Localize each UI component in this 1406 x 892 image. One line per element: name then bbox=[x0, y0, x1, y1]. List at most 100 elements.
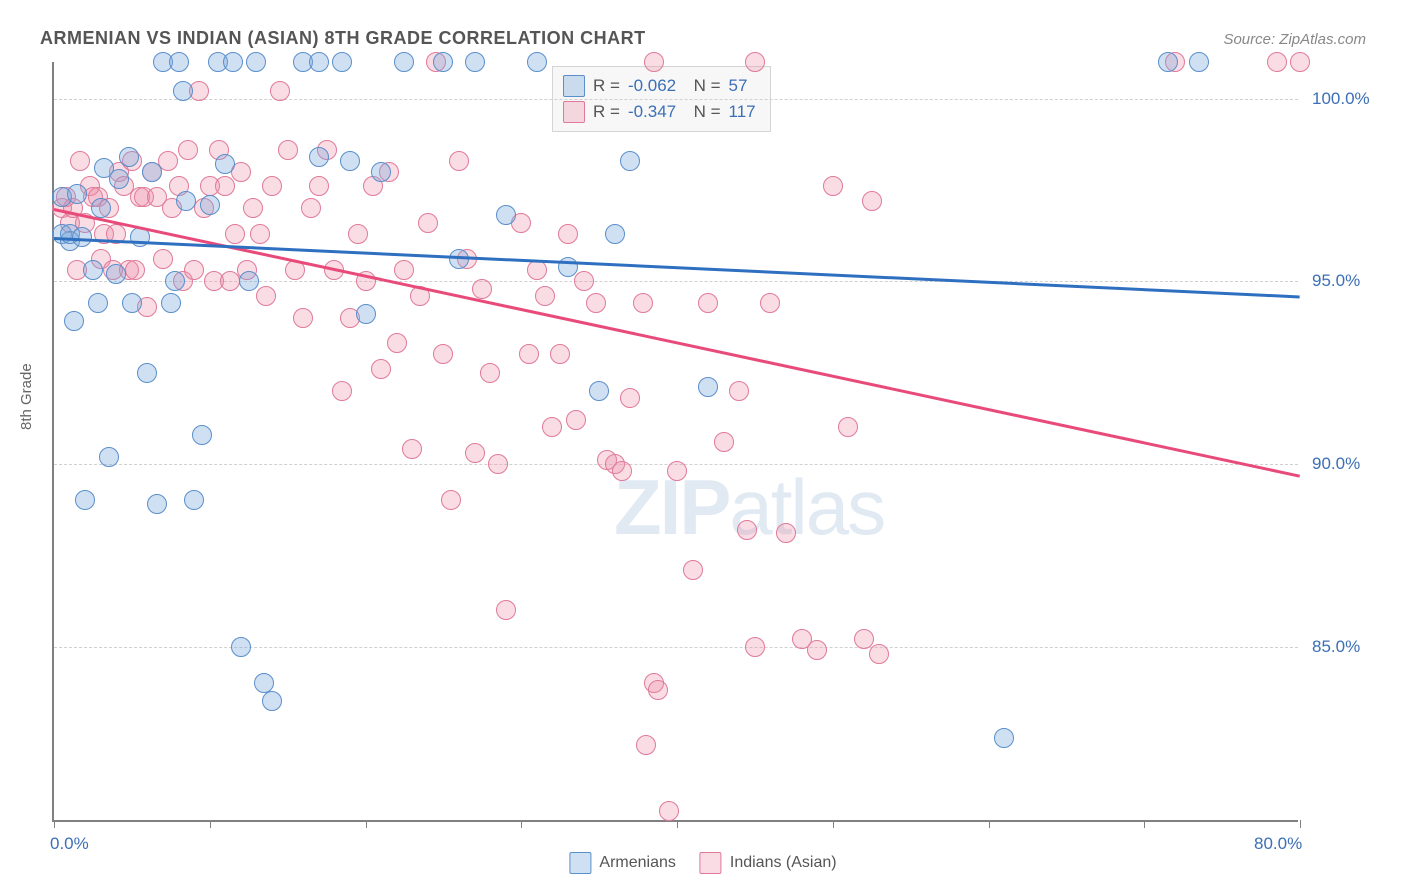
scatter-point bbox=[178, 140, 198, 160]
scatter-point bbox=[119, 147, 139, 167]
scatter-point bbox=[1267, 52, 1287, 72]
y-tick-label: 85.0% bbox=[1312, 637, 1360, 657]
legend-swatch-icon bbox=[700, 852, 722, 874]
scatter-point bbox=[394, 260, 414, 280]
series-legend: Armenians Indians (Asian) bbox=[569, 852, 836, 874]
scatter-point bbox=[714, 432, 734, 452]
scatter-point bbox=[246, 52, 266, 72]
scatter-point bbox=[1290, 52, 1310, 72]
scatter-point bbox=[371, 359, 391, 379]
scatter-point bbox=[698, 377, 718, 397]
scatter-point bbox=[332, 52, 352, 72]
scatter-point bbox=[620, 151, 640, 171]
legend-item-indians: Indians (Asian) bbox=[700, 852, 837, 874]
x-tick bbox=[1300, 820, 1301, 828]
scatter-point bbox=[465, 52, 485, 72]
scatter-point bbox=[262, 691, 282, 711]
scatter-point bbox=[433, 52, 453, 72]
scatter-point bbox=[854, 629, 874, 649]
scatter-point bbox=[256, 286, 276, 306]
scatter-point bbox=[465, 443, 485, 463]
scatter-point bbox=[605, 224, 625, 244]
x-tick bbox=[366, 820, 367, 828]
scatter-point bbox=[67, 184, 87, 204]
title-row: ARMENIAN VS INDIAN (ASIAN) 8TH GRADE COR… bbox=[40, 28, 1366, 49]
x-axis-label-right: 80.0% bbox=[1254, 834, 1302, 854]
trend-line-indians bbox=[54, 208, 1301, 477]
scatter-point bbox=[558, 224, 578, 244]
legend-n-label: N = bbox=[684, 102, 720, 122]
scatter-point bbox=[348, 224, 368, 244]
scatter-point bbox=[558, 257, 578, 277]
y-tick-label: 95.0% bbox=[1312, 271, 1360, 291]
scatter-point bbox=[869, 644, 889, 664]
legend-item-armenians: Armenians bbox=[569, 852, 675, 874]
legend-n-armenians: 57 bbox=[729, 76, 748, 96]
scatter-point bbox=[254, 673, 274, 693]
scatter-point bbox=[200, 195, 220, 215]
legend-swatch-indians bbox=[563, 101, 585, 123]
scatter-point bbox=[620, 388, 640, 408]
scatter-point bbox=[309, 52, 329, 72]
scatter-point bbox=[142, 162, 162, 182]
legend-label-armenians: Armenians bbox=[599, 854, 675, 872]
scatter-point bbox=[633, 293, 653, 313]
scatter-point bbox=[250, 224, 270, 244]
scatter-point bbox=[270, 81, 290, 101]
scatter-point bbox=[176, 191, 196, 211]
x-axis-label-left: 0.0% bbox=[50, 834, 89, 854]
scatter-point bbox=[88, 293, 108, 313]
scatter-point bbox=[301, 198, 321, 218]
scatter-point bbox=[644, 52, 664, 72]
legend-row-armenians: R = -0.062 N = 57 bbox=[563, 73, 756, 99]
legend-r-label: R = bbox=[593, 76, 620, 96]
scatter-point bbox=[574, 271, 594, 291]
scatter-point bbox=[147, 494, 167, 514]
x-tick bbox=[833, 820, 834, 828]
scatter-point bbox=[99, 447, 119, 467]
scatter-point bbox=[683, 560, 703, 580]
scatter-point bbox=[215, 154, 235, 174]
scatter-point bbox=[192, 425, 212, 445]
scatter-point bbox=[332, 381, 352, 401]
scatter-point bbox=[293, 308, 313, 328]
scatter-point bbox=[807, 640, 827, 660]
scatter-point bbox=[586, 293, 606, 313]
scatter-point bbox=[262, 176, 282, 196]
scatter-point bbox=[659, 801, 679, 821]
scatter-point bbox=[612, 461, 632, 481]
scatter-point bbox=[480, 363, 500, 383]
scatter-point bbox=[309, 147, 329, 167]
legend-label-indians: Indians (Asian) bbox=[730, 854, 837, 872]
legend-swatch-armenians bbox=[563, 75, 585, 97]
scatter-point bbox=[566, 410, 586, 430]
scatter-point bbox=[309, 176, 329, 196]
x-tick bbox=[521, 820, 522, 828]
scatter-point bbox=[729, 381, 749, 401]
chart-container: ARMENIAN VS INDIAN (ASIAN) 8TH GRADE COR… bbox=[0, 0, 1406, 892]
scatter-point bbox=[550, 344, 570, 364]
scatter-point bbox=[394, 52, 414, 72]
y-tick-label: 100.0% bbox=[1312, 89, 1370, 109]
x-tick bbox=[54, 820, 55, 828]
scatter-point bbox=[472, 279, 492, 299]
scatter-point bbox=[648, 680, 668, 700]
y-tick-label: 90.0% bbox=[1312, 454, 1360, 474]
scatter-point bbox=[173, 81, 193, 101]
scatter-point bbox=[838, 417, 858, 437]
scatter-point bbox=[737, 520, 757, 540]
scatter-point bbox=[994, 728, 1014, 748]
scatter-point bbox=[402, 439, 422, 459]
scatter-point bbox=[70, 151, 90, 171]
scatter-point bbox=[223, 52, 243, 72]
scatter-point bbox=[776, 523, 796, 543]
scatter-point bbox=[64, 311, 84, 331]
scatter-point bbox=[496, 600, 516, 620]
legend-r-label: R = bbox=[593, 102, 620, 122]
scatter-point bbox=[1158, 52, 1178, 72]
scatter-point bbox=[340, 151, 360, 171]
scatter-point bbox=[184, 260, 204, 280]
x-tick bbox=[1144, 820, 1145, 828]
scatter-point bbox=[1189, 52, 1209, 72]
scatter-point bbox=[527, 260, 547, 280]
